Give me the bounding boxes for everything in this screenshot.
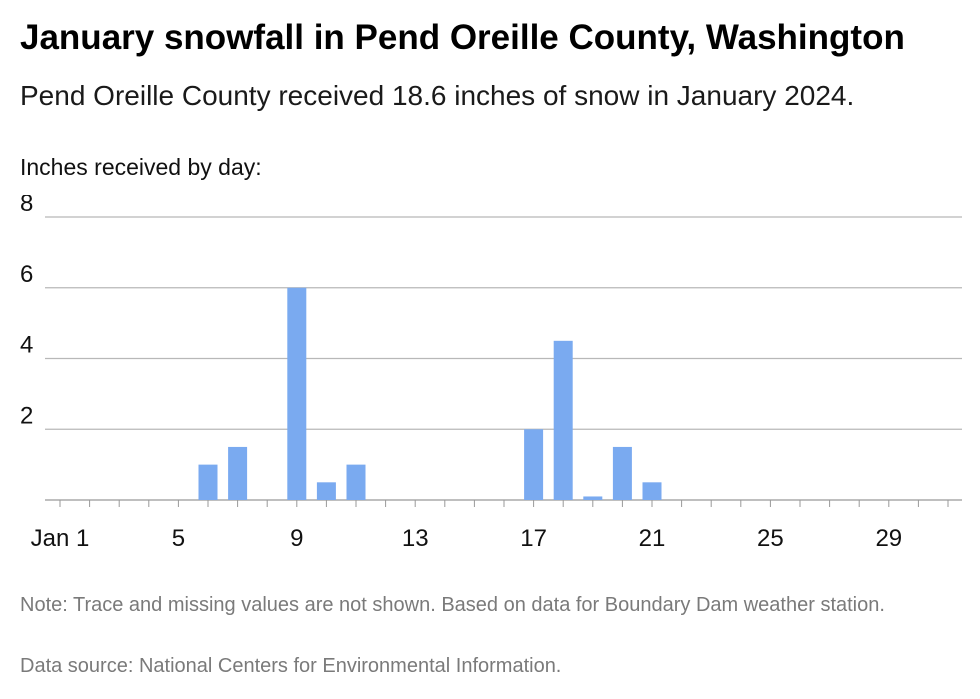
bar-jan-19 (583, 496, 603, 500)
chart-subtitle: Pend Oreille County received 18.6 inches… (20, 80, 855, 111)
x-tick-label: 13 (402, 525, 429, 552)
bar-jan-21 (642, 482, 662, 500)
bar-jan-9 (287, 287, 307, 500)
y-tick-label: 2 (20, 402, 33, 429)
x-tick-label: 17 (520, 525, 547, 552)
x-tick-label: 9 (290, 525, 303, 552)
x-tick-label: Jan 1 (31, 525, 90, 552)
bar-jan-7 (228, 446, 248, 500)
bar-jan-11 (346, 464, 366, 500)
y-axis-label: Inches received by day: (20, 154, 262, 180)
bar-jan-10 (316, 482, 336, 500)
x-tick-label: 25 (757, 525, 784, 552)
data-source: Data source: National Centers for Enviro… (20, 655, 562, 677)
bar-jan-6 (198, 464, 218, 500)
y-tick-label: 8 (20, 195, 33, 217)
y-tick-label: 6 (20, 261, 33, 288)
x-tick-label: 21 (639, 525, 666, 552)
x-tick-label: 29 (875, 525, 902, 552)
x-tick-label: 5 (172, 525, 185, 552)
chart-note: Note: Trace and missing values are not s… (20, 594, 885, 616)
bar-jan-17 (524, 429, 544, 500)
bar-jan-18 (553, 340, 573, 500)
y-tick-label: 4 (20, 332, 33, 359)
bar-jan-20 (612, 446, 632, 500)
snowfall-bar-chart: 2 4 6 8 Jan 1 5 9 13 17 21 25 29 (20, 195, 962, 552)
chart-title: January snowfall in Pend Oreille County,… (20, 18, 905, 57)
